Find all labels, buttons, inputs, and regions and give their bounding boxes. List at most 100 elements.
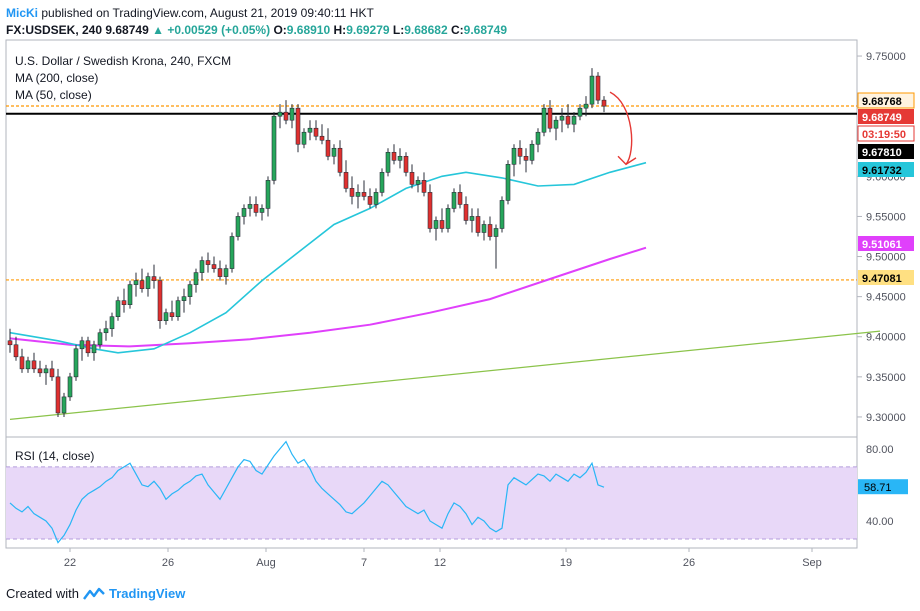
candle [181,288,187,313]
author-name[interactable]: MicKi [6,6,39,20]
candle [361,180,367,201]
candle [337,140,343,177]
candle [247,196,253,217]
candle-body [223,268,229,277]
price-label-ma50: 9.61732 [858,162,914,177]
candle [355,184,361,209]
candle [91,340,97,361]
tradingview-brand[interactable]: TradingView [108,586,186,601]
candle [589,68,595,109]
candle [103,320,109,341]
high-value: 9.69279 [346,23,390,37]
candle-body [391,151,397,161]
candle [595,72,601,105]
candle-body [373,192,379,205]
candle [193,268,199,293]
rsi-legend[interactable]: RSI (14, close) [15,449,94,463]
candle [325,128,331,161]
candle-body [415,180,421,185]
price-change: +0.00529 (+0.05%) [167,23,271,37]
candle-body [205,260,211,265]
candle-body [49,368,55,378]
candle-body [289,107,295,121]
price-label-support-orange: 9.47081 [858,270,914,285]
candle [583,96,589,117]
candle-body [259,208,265,213]
candle [379,168,385,197]
candle [49,360,55,381]
candle-body [301,131,307,145]
candle [451,188,457,213]
price-label-box [857,92,915,109]
candle-body [295,107,301,145]
low-label: L: [392,23,405,37]
y-tick-label: 9.30000 [866,412,906,424]
candle [79,336,85,361]
price-labels: 9.68768 9.68749 03:19:50 9.67810 9.61732 9.51… [857,92,915,495]
candle [403,152,409,177]
candle [391,144,397,165]
candle [115,296,121,321]
candle [541,104,547,137]
candle [499,196,505,233]
candle-body [193,272,199,285]
price-label-text: 9.51061 [862,239,902,251]
price-label-box [857,125,915,142]
candle [205,252,211,273]
candle [505,160,511,205]
price-label-text: 03:19:50 [862,129,906,141]
candle [553,116,559,141]
rsi-last-label: 58.71 [858,479,908,495]
candle [301,128,307,149]
candle-body [511,147,517,165]
candle [481,220,487,241]
candle-body [91,344,97,354]
candle-body [403,155,409,173]
price-label-text: 9.67810 [862,147,902,159]
ma50-legend[interactable]: MA (50, close) [15,88,92,102]
red-arrow-curve [609,91,633,165]
price-label-text: 9.61732 [862,165,902,177]
candle [283,100,289,125]
x-tick-label: 26 [162,557,174,569]
candle [331,144,337,165]
candle-body [307,127,313,133]
candle-body [493,228,499,237]
candle [487,216,493,241]
candle-body [601,99,607,107]
candle-body [109,316,115,330]
candle [601,96,607,113]
candle [427,184,433,233]
candle [139,268,145,293]
candle [211,256,217,273]
candle [127,280,133,309]
rsi-line [9,440,605,544]
candle-body [589,75,595,105]
candle-body [85,340,91,354]
price-label-last-price: 9.68749 [858,109,914,124]
candle-body [73,348,79,378]
ma200-legend[interactable]: MA (200, close) [15,71,98,85]
x-tick-label: Sep [802,557,822,569]
open-value: 9.68910 [286,23,331,37]
rsi-band [6,466,857,539]
candle-body [535,131,541,145]
footer: Created with TradingView [6,586,185,601]
rsi-tick-label: 40.00 [866,516,894,528]
candle-body [145,276,151,289]
price-label-box [858,236,914,251]
candle [253,196,259,217]
candle-body [181,296,187,301]
candle-body [67,376,73,398]
created-with-text: Created with [6,586,79,601]
candle-body [343,172,349,189]
candle-body [37,368,43,374]
symbol-label: FX:USDSEK, 240 [6,23,103,37]
candle-body [409,172,415,185]
candle [43,364,49,385]
candle-body [253,204,259,213]
candle [409,164,415,189]
candle-body [595,75,601,101]
candle-body [427,192,433,229]
